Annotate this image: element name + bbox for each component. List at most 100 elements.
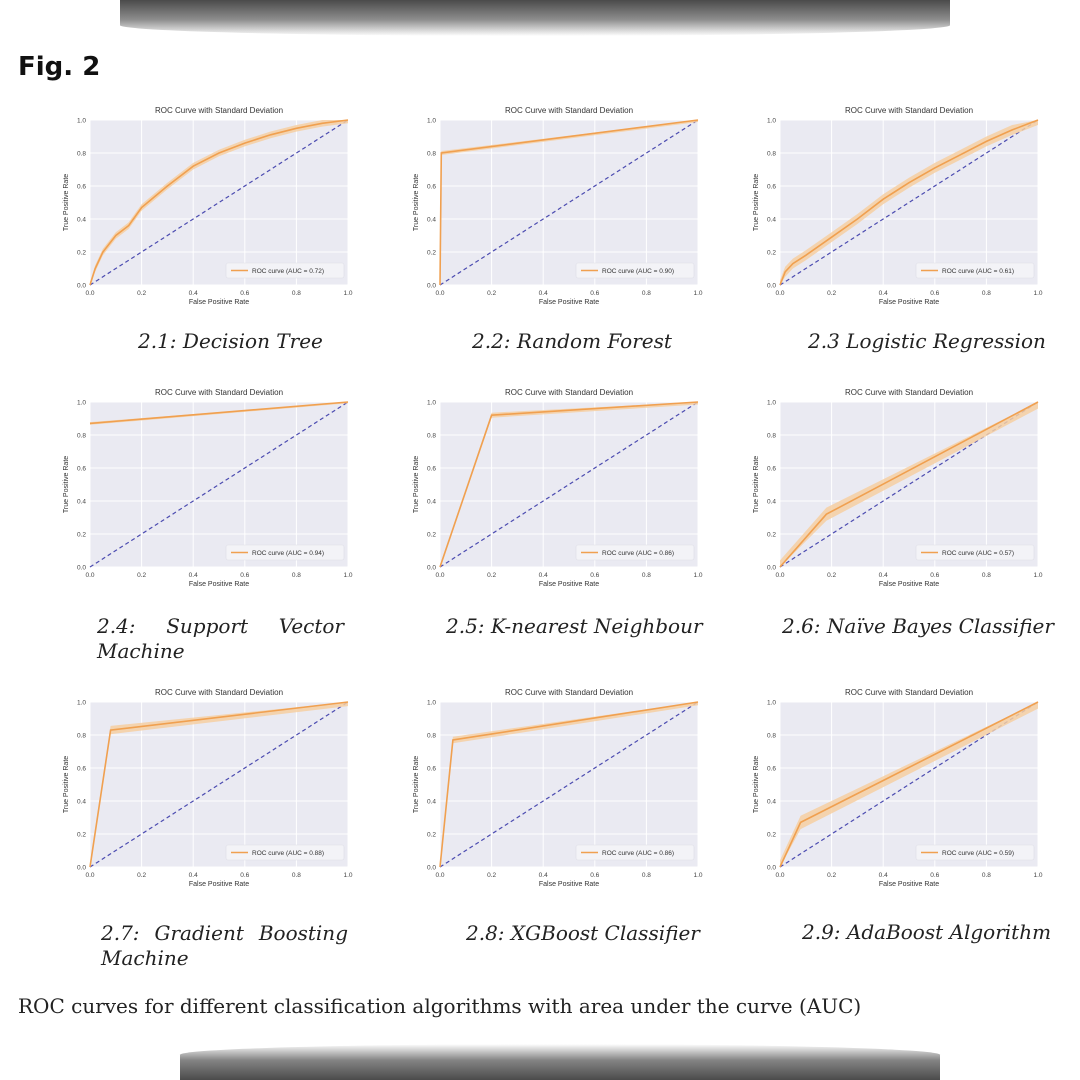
- caption-k-nearest-neighbour: 2.5: K-nearest Neighbour: [446, 614, 703, 638]
- y-tick-label: 0.6: [427, 184, 436, 191]
- x-tick-label: 0.8: [642, 290, 651, 297]
- legend-box: [225, 544, 345, 561]
- y-axis-label: True Positive Rate: [413, 456, 420, 513]
- legend-box: [575, 262, 695, 279]
- caption-adaboost: 2.9: AdaBoost Algorithm: [802, 920, 1052, 944]
- x-tick-label: 1.0: [343, 872, 352, 879]
- x-tick-label: 0.2: [487, 872, 496, 879]
- y-tick-label: 0.2: [77, 832, 86, 839]
- legend-label: ROC curve (AUC = 0.59): [942, 850, 1014, 857]
- y-tick-label: 0.0: [427, 565, 436, 572]
- x-tick-label: 0.6: [590, 290, 599, 297]
- y-tick-label: 0.2: [767, 532, 776, 539]
- caption-support-vector-machine: 2.4: Support Vector Machine: [97, 614, 344, 663]
- legend-label: ROC curve (AUC = 0.61): [942, 268, 1014, 275]
- y-tick-label: 0.4: [77, 499, 86, 506]
- caption-logistic-regression: 2.3 Logistic Regression: [808, 329, 1046, 353]
- roc-std-band: [780, 402, 1038, 567]
- x-tick-label: 0.4: [539, 572, 548, 579]
- x-tick-label: 0.6: [590, 872, 599, 879]
- roc-curve-line: [779, 119, 1039, 286]
- x-tick-label: 0.0: [435, 290, 444, 297]
- y-tick-label: 0.2: [427, 832, 436, 839]
- x-tick-label: 0.2: [827, 872, 836, 879]
- y-tick-label: 0.0: [77, 865, 86, 872]
- panel-title-2: ROC Curve with Standard Deviation: [504, 106, 634, 115]
- x-tick-label: 0.6: [590, 572, 599, 579]
- legend-label: ROC curve (AUC = 0.86): [602, 850, 674, 857]
- y-tick-label: 0.8: [77, 151, 86, 158]
- y-tick-label: 0.4: [77, 799, 86, 806]
- caption-gradient-boosting: 2.7: Gradient Boosting Machine: [101, 921, 348, 970]
- legend-box: [225, 844, 345, 861]
- y-tick-label: 0.6: [77, 184, 86, 191]
- x-axis-label: False Positive Rate: [189, 581, 249, 588]
- y-tick-label: 1.0: [427, 400, 436, 407]
- panel-title-7: ROC Curve with Standard Deviation: [154, 688, 284, 697]
- x-tick-label: 0.0: [85, 290, 94, 297]
- x-axis-label: False Positive Rate: [539, 881, 599, 888]
- y-tick-label: 0.4: [427, 217, 436, 224]
- x-tick-label: 1.0: [343, 572, 352, 579]
- legend-label: ROC curve (AUC = 0.72): [252, 268, 324, 275]
- x-tick-label: 0.0: [775, 290, 784, 297]
- caption-xgboost: 2.8: XGBoost Classifier: [466, 921, 700, 945]
- y-tick-label: 1.0: [767, 700, 776, 707]
- x-tick-label: 0.4: [539, 290, 548, 297]
- y-tick-label: 0.2: [427, 532, 436, 539]
- x-tick-label: 0.0: [435, 572, 444, 579]
- x-tick-label: 0.6: [930, 572, 939, 579]
- x-tick-label: 0.4: [879, 290, 888, 297]
- chance-diagonal-line: [439, 701, 699, 868]
- y-tick-label: 0.8: [427, 433, 436, 440]
- x-tick-label: 0.2: [487, 572, 496, 579]
- x-tick-label: 1.0: [1033, 872, 1042, 879]
- x-tick-label: 1.0: [693, 290, 702, 297]
- roc-chart-k-nearest-neighbour: 0.0 0.2 0.4 0.6 0.8 1.0 0.0 0.2 0.4 0.6 0.8 1.0 Fals…: [413, 400, 703, 589]
- panel-title-8: ROC Curve with Standard Deviation: [504, 688, 634, 697]
- legend-box: [915, 844, 1035, 861]
- caption-random-forest: 2.2: Random Forest: [472, 329, 672, 353]
- y-axis-label: True Positive Rate: [413, 174, 420, 231]
- x-tick-label: 0.4: [189, 872, 198, 879]
- x-axis-label: False Positive Rate: [539, 299, 599, 306]
- x-tick-label: 0.2: [137, 872, 146, 879]
- chance-diagonal-line: [439, 401, 699, 568]
- x-axis-label: False Positive Rate: [189, 299, 249, 306]
- x-tick-label: 0.8: [982, 872, 991, 879]
- y-tick-label: 0.4: [767, 217, 776, 224]
- y-axis-label: True Positive Rate: [753, 756, 760, 813]
- y-tick-label: 0.6: [767, 466, 776, 473]
- y-axis-label: True Positive Rate: [63, 456, 70, 513]
- y-tick-label: 1.0: [77, 118, 86, 125]
- x-tick-label: 0.6: [240, 572, 249, 579]
- legend-label: ROC curve (AUC = 0.57): [942, 550, 1014, 557]
- roc-curve-line: [439, 119, 699, 286]
- x-axis-label: False Positive Rate: [879, 881, 939, 888]
- y-tick-label: 0.6: [427, 466, 436, 473]
- x-tick-label: 0.6: [930, 290, 939, 297]
- legend-label: ROC curve (AUC = 0.90): [602, 268, 674, 275]
- roc-chart-logistic-regression: 0.0 0.2 0.4 0.6 0.8 1.0 0.0 0.2 0.4 0.6 0.8 1.0 Fals…: [753, 118, 1043, 307]
- x-tick-label: 0.0: [85, 572, 94, 579]
- x-tick-label: 0.2: [827, 572, 836, 579]
- roc-curve-line: [89, 401, 349, 425]
- y-tick-label: 0.0: [767, 565, 776, 572]
- x-tick-label: 0.0: [85, 872, 94, 879]
- x-axis-label: False Positive Rate: [879, 581, 939, 588]
- y-tick-label: 0.2: [427, 250, 436, 257]
- chance-diagonal-line: [89, 701, 349, 868]
- y-tick-label: 0.4: [767, 799, 776, 806]
- y-tick-label: 0.0: [767, 865, 776, 872]
- x-tick-label: 0.6: [240, 290, 249, 297]
- chance-diagonal-line: [89, 119, 349, 286]
- roc-curve-line: [779, 701, 1039, 868]
- caption-decision-tree: 2.1: Decision Tree: [138, 329, 323, 353]
- x-tick-label: 0.8: [292, 872, 301, 879]
- y-tick-label: 0.8: [767, 151, 776, 158]
- roc-curve-line: [439, 401, 699, 568]
- panel-title-3: ROC Curve with Standard Deviation: [844, 106, 974, 115]
- x-tick-label: 0.6: [240, 872, 249, 879]
- y-tick-label: 0.6: [767, 184, 776, 191]
- legend-box: [225, 262, 345, 279]
